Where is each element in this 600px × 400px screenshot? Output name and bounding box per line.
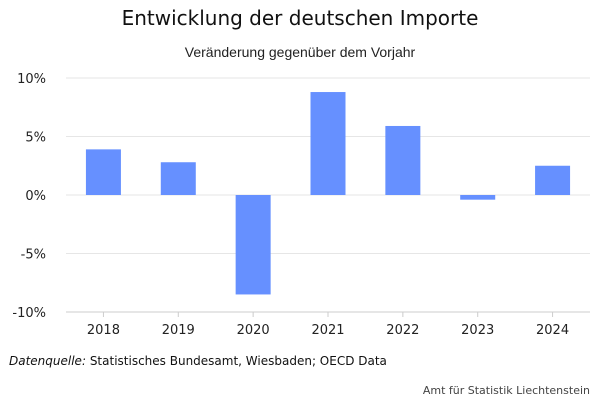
chart-subtitle: Veränderung gegenüber dem Vorjahr [184,44,416,60]
chart-title: Entwicklung der deutschen Importe [121,6,479,30]
publisher-credit: Amt für Statistik Liechtenstein [422,384,590,397]
y-tick-label: 5% [25,131,46,146]
y-tick-label: -10% [12,306,46,321]
data-source: Datenquelle: Statistisches Bundesamt, Wi… [9,354,387,368]
x-tick-label: 2020 [237,323,270,338]
data-source-text: Statistisches Bundesamt, Wiesbaden; OECD… [86,354,387,368]
bar [235,195,271,295]
x-tick-label: 2018 [87,323,120,338]
y-tick-label: -5% [21,248,46,263]
bar [85,149,121,195]
bar [385,125,421,195]
bar [535,165,571,195]
x-tick-label: 2022 [386,323,419,338]
y-tick-label: 0% [25,189,46,204]
x-tick-label: 2024 [536,323,569,338]
data-source-label: Datenquelle: [9,354,86,368]
x-tick-label: 2019 [162,323,195,338]
bar [310,92,346,195]
x-tick-label: 2023 [461,323,494,338]
bar [460,195,496,200]
bar [160,162,196,195]
x-tick-label: 2021 [311,323,344,338]
y-tick-label: 10% [17,72,46,87]
